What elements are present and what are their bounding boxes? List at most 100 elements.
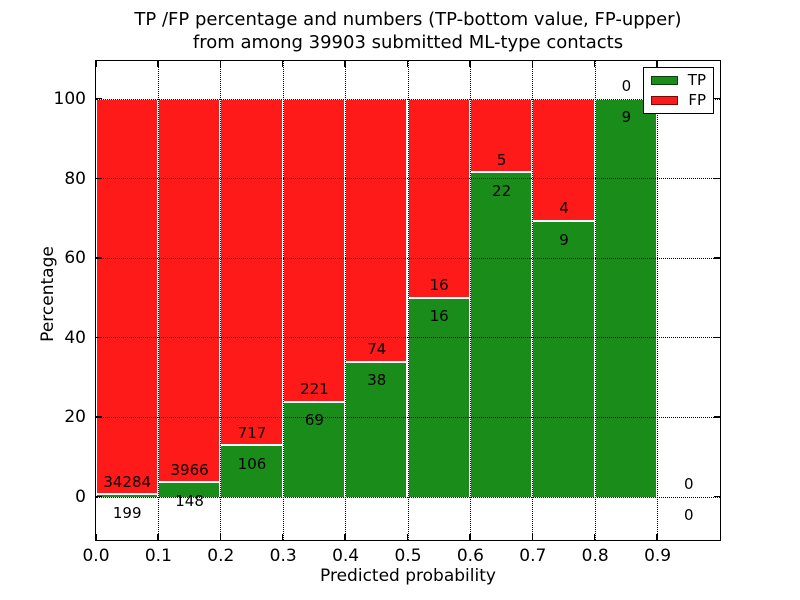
- fp-count-label-0.9-1.0: 0: [684, 474, 694, 493]
- fp-bar-0.0-0.1: [95, 98, 158, 495]
- y-tick-right-80: [713, 177, 720, 179]
- y-tick-right-40: [713, 336, 720, 339]
- fp-bar-0.4-0.5: [345, 98, 408, 362]
- tp-legend-swatch-icon: [651, 76, 678, 86]
- v-gridline-0.9: [657, 60, 659, 540]
- y-tick-label-60: 60: [64, 248, 86, 269]
- y-tick-right-100: [713, 97, 720, 100]
- y-tick-right-20: [713, 416, 720, 418]
- fp-count-label-0.3-0.4: 221: [300, 380, 329, 399]
- x-tick-label-0.2: 0.2: [207, 546, 235, 566]
- x-tick-label-0.4: 0.4: [332, 546, 360, 566]
- tp-bar-0.4-0.5: [345, 361, 408, 497]
- v-gridline-0.4: [345, 60, 347, 540]
- x-tick-label-0.0: 0.0: [82, 546, 110, 566]
- v-gridline-0.2: [220, 60, 222, 540]
- x-tick-top-0.3: [281, 60, 284, 67]
- fp-count-label-0.5-0.6: 16: [429, 275, 449, 294]
- tp-bar-0.5-0.6: [407, 297, 470, 497]
- v-gridline-0.5: [407, 60, 409, 540]
- x-tick-label-0.7: 0.7: [519, 546, 547, 566]
- x-tick-bottom-0.8: [593, 533, 596, 540]
- fp-count-label-0.6-0.7: 5: [496, 150, 507, 169]
- x-tick-bottom-0: [95, 533, 97, 540]
- x-tick-bottom-0.4: [344, 533, 346, 540]
- tp-count-label-0.9-1.0: 0: [684, 505, 694, 524]
- x-tick-label-0.8: 0.8: [581, 546, 609, 566]
- tp-count-label-0.5-0.6: 16: [429, 307, 449, 326]
- v-gridline-0.8: [594, 60, 596, 540]
- v-gridline-0.6: [469, 60, 471, 540]
- x-tick-label-0.5: 0.5: [394, 546, 422, 566]
- x-tick-label-0.1: 0.1: [144, 546, 172, 566]
- y-tick-left-80: [95, 177, 102, 179]
- x-tick-bottom-0.9: [656, 533, 658, 540]
- x-tick-label-0.3: 0.3: [269, 546, 297, 566]
- x-tick-top-0.8: [593, 60, 596, 67]
- tp-bar-0.6-0.7: [469, 172, 533, 497]
- tp-bar-0.8-0.9: [594, 98, 658, 497]
- x-tick-top-0.9: [656, 60, 658, 67]
- fp-bar-0.2-0.3: [220, 98, 283, 446]
- y-tick-left-60: [95, 257, 102, 259]
- x-tick-top-0.6: [469, 60, 471, 67]
- y-tick-label-20: 20: [64, 407, 86, 428]
- tp-bar-0.0-0.1: [95, 494, 158, 497]
- chart-title: TP /FP percentage and numbers (TP-bottom…: [96, 8, 720, 54]
- x-tick-bottom-0.2: [219, 533, 222, 540]
- x-tick-bottom-0.7: [531, 533, 534, 540]
- legend-item-fp: FP: [651, 90, 706, 109]
- x-tick-top-0.4: [344, 60, 346, 67]
- plot-area: [94, 59, 721, 541]
- x-tick-bottom-0.6: [469, 533, 471, 540]
- tp-count-label-0.0-0.1: 199: [112, 503, 142, 522]
- x-tick-top-0.5: [406, 60, 409, 67]
- tp-count-label-0.4-0.5: 38: [367, 370, 387, 389]
- x-tick-bottom-0.5: [406, 533, 409, 540]
- tp-count-label-0.8-0.9: 9: [621, 108, 632, 127]
- y-tick-label-0: 0: [75, 487, 86, 508]
- tp-count-label-0.7-0.8: 9: [559, 230, 569, 249]
- y-tick-label-40: 40: [64, 327, 86, 348]
- tp-legend-label: TP: [687, 71, 706, 90]
- x-tick-top-0.2: [219, 60, 222, 67]
- tp-count-label-0.3-0.4: 69: [304, 411, 324, 430]
- fp-bar-0.5-0.6: [407, 98, 470, 298]
- x-axis-label: Predicted probability: [320, 566, 496, 586]
- fp-bar-0.1-0.2: [157, 98, 221, 483]
- v-gridline-0.3: [282, 60, 284, 540]
- x-tick-top-0.1: [157, 60, 159, 67]
- tp-count-label-0.2-0.3: 106: [237, 454, 267, 473]
- chart-title-line2: from among 39903 submitted ML-type conta…: [192, 32, 624, 53]
- y-tick-label-80: 80: [64, 168, 86, 189]
- x-tick-top-0: [95, 60, 97, 67]
- fp-count-label-0.0-0.1: 34284: [103, 472, 152, 491]
- tp-bar-0.7-0.8: [532, 221, 595, 497]
- y-tick-right-0: [713, 495, 720, 498]
- v-gridline-0.1: [157, 60, 159, 540]
- fp-bar-0.7-0.8: [532, 98, 595, 222]
- fp-count-label-0.4-0.5: 74: [367, 339, 387, 358]
- y-tick-left-20: [95, 416, 102, 418]
- y-tick-left-0: [95, 495, 102, 498]
- fp-legend-swatch-icon: [651, 95, 678, 105]
- v-gridline-0.7: [532, 60, 534, 540]
- fp-count-label-0.7-0.8: 4: [559, 199, 569, 218]
- y-tick-label-100: 100: [53, 89, 86, 110]
- fp-count-label-0.2-0.3: 717: [237, 423, 267, 442]
- tp-count-label-0.6-0.7: 22: [492, 181, 512, 200]
- legend-item-tp: TP: [651, 73, 706, 88]
- legend: TP FP: [643, 67, 714, 114]
- tp-bar-0.2-0.3: [220, 445, 283, 497]
- fp-legend-label: FP: [688, 90, 706, 109]
- y-tick-left-100: [95, 97, 102, 100]
- fp-count-label-0.8-0.9: 0: [621, 77, 632, 96]
- x-tick-label-0.9: 0.9: [644, 546, 672, 566]
- chart-title-line1: TP /FP percentage and numbers (TP-bottom…: [134, 9, 682, 30]
- y-tick-left-40: [95, 336, 102, 339]
- fp-count-label-0.1-0.2: 3966: [170, 460, 209, 479]
- y-tick-right-60: [713, 257, 720, 259]
- x-tick-label-0.6: 0.6: [456, 546, 484, 566]
- x-tick-bottom-0.3: [281, 533, 284, 540]
